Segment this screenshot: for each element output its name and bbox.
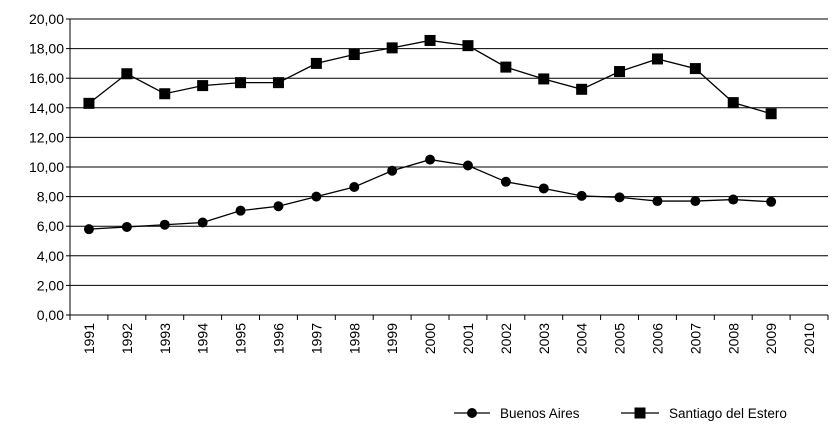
y-tick-label: 14,00 xyxy=(29,100,64,116)
data-point xyxy=(576,83,588,95)
x-tick-label: 2008 xyxy=(725,323,741,354)
data-point xyxy=(765,108,777,120)
y-tick-label: 8,00 xyxy=(37,189,64,205)
data-point xyxy=(614,66,626,78)
data-point xyxy=(387,165,398,176)
data-point xyxy=(235,77,247,89)
y-axis-tick-labels: 0,00 2,00 4,00 6,00 8,00 10,00 12,00 14,00 16,00… xyxy=(29,11,64,323)
data-point xyxy=(310,57,322,69)
data-point xyxy=(727,97,739,109)
data-point xyxy=(425,154,436,165)
legend-label: Santiago del Estero xyxy=(669,406,787,421)
x-tick-label: 2007 xyxy=(687,323,703,354)
data-point xyxy=(689,63,701,75)
y-tick-label: 16,00 xyxy=(29,70,64,86)
x-tick-label: 2010 xyxy=(801,323,817,354)
y-tick-label: 4,00 xyxy=(37,248,64,264)
x-tick-label: 2002 xyxy=(498,323,514,354)
data-point xyxy=(538,183,549,194)
series-lines xyxy=(83,34,777,235)
data-point xyxy=(651,53,663,65)
data-point xyxy=(500,61,512,73)
data-point xyxy=(197,80,209,92)
x-tick-label: 1998 xyxy=(346,323,362,354)
x-tick-label: 2004 xyxy=(574,323,590,354)
data-point xyxy=(690,196,701,207)
data-point xyxy=(614,192,625,203)
data-point xyxy=(311,191,322,202)
x-tick-label: 1991 xyxy=(81,323,97,354)
gridlines xyxy=(70,18,828,316)
y-tick-label: 0,00 xyxy=(37,307,64,323)
series-line xyxy=(88,39,772,115)
legend: Buenos Aires Santiago del Estero xyxy=(454,406,787,421)
data-point xyxy=(500,176,511,187)
data-point xyxy=(159,88,171,100)
x-tick-label: 2000 xyxy=(422,323,438,354)
x-tick-label: 1993 xyxy=(157,323,173,354)
x-tick-label: 2009 xyxy=(763,323,779,354)
x-tick-label: 1997 xyxy=(308,323,324,354)
x-tick-label: 2006 xyxy=(649,323,665,354)
data-point xyxy=(272,77,284,89)
data-point xyxy=(538,73,550,85)
x-tick-label: 2003 xyxy=(536,323,552,354)
data-point xyxy=(576,190,587,201)
x-tick-label: 1995 xyxy=(233,323,249,354)
data-point xyxy=(83,224,94,235)
data-point xyxy=(121,221,132,232)
data-point xyxy=(348,49,360,61)
x-tick-label: 2005 xyxy=(612,323,628,354)
data-point xyxy=(766,196,777,207)
data-point xyxy=(386,42,398,54)
y-tick-label: 10,00 xyxy=(29,159,64,175)
legend-label: Buenos Aires xyxy=(500,406,580,421)
data-point xyxy=(121,68,133,80)
y-tick-label: 6,00 xyxy=(37,218,64,234)
x-tick-label: 1992 xyxy=(119,323,135,354)
x-tick-label: 1996 xyxy=(270,323,286,354)
data-point xyxy=(159,219,170,230)
data-point xyxy=(273,201,284,212)
data-point xyxy=(424,34,436,46)
data-point xyxy=(83,97,95,109)
legend-marker xyxy=(467,408,477,418)
y-tick-label: 12,00 xyxy=(29,129,64,145)
x-tick-label: 2001 xyxy=(460,323,476,354)
data-point xyxy=(235,205,246,216)
legend-marker xyxy=(634,407,646,419)
data-point xyxy=(462,160,473,171)
x-tick-label: 1994 xyxy=(195,323,211,354)
y-tick-label: 2,00 xyxy=(37,277,64,293)
data-point xyxy=(462,40,474,52)
y-tick-label: 20,00 xyxy=(29,11,64,27)
data-point xyxy=(349,181,360,192)
data-point xyxy=(728,194,739,205)
x-axis: 1991 1992 1993 1994 1995 1996 1997 1998 1999 2000… xyxy=(66,18,829,354)
series-line xyxy=(88,158,772,230)
data-point xyxy=(197,217,208,228)
data-point xyxy=(652,196,663,207)
y-tick-label: 18,00 xyxy=(29,41,64,57)
x-tick-label: 1999 xyxy=(384,323,400,354)
